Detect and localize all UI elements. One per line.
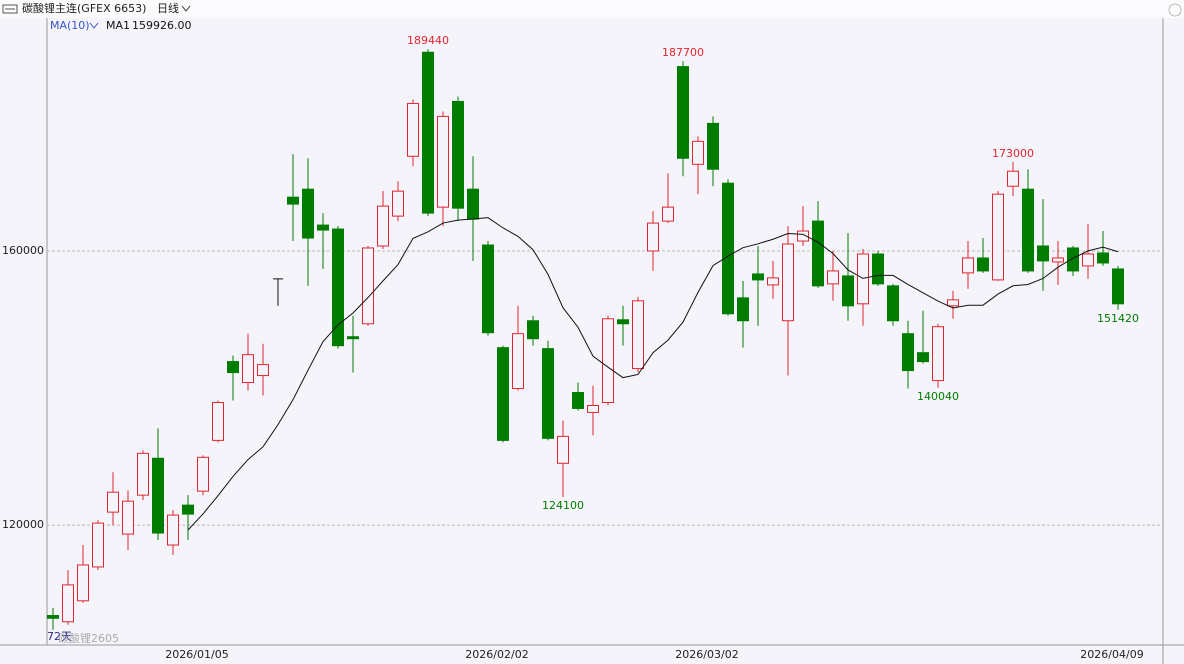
candle-body [527,320,539,340]
candle-body [902,333,914,372]
candle-body [122,500,134,535]
candle-body [362,247,374,325]
candle-body [182,504,194,515]
candle-body [1112,268,1124,305]
candle-body [92,522,104,568]
candle-body [1022,188,1034,272]
candle-body [647,222,659,252]
y-tick-label: 120000 [2,518,44,531]
candle-body [212,401,224,441]
candle-body [1097,252,1109,264]
candle-body [392,190,404,217]
high-label: 173000 [992,147,1034,160]
candle-body [887,285,899,322]
candle-body [317,224,329,231]
watermark: 碳酸锂2605 [58,631,119,645]
candle-body [662,206,674,222]
candle-body [62,584,74,623]
candle-body [1007,170,1019,187]
candle-body [572,391,584,409]
candle-body [857,253,869,305]
candle-body [242,354,254,384]
candle-body [632,300,644,370]
candle-body [257,364,269,377]
y-tick-label: 160000 [2,244,44,257]
candle-body [137,452,149,496]
candle-body [542,348,554,439]
candle-body [452,100,464,209]
low-label: 124100 [542,499,584,512]
candle-body [617,319,629,325]
candle-body [1067,247,1079,272]
candle-body [842,275,854,307]
candle-body [152,457,164,534]
candle-body [107,491,119,513]
candle-body [512,333,524,390]
candle-body [812,220,824,287]
candle-body [707,122,719,170]
chart-title: 碳酸锂主连(GFEX 6653) [22,1,146,15]
ma-line [187,217,1119,531]
candle-body [722,182,734,315]
candle-body [977,257,989,272]
high-label: 187700 [662,46,704,59]
candle-body [782,243,794,322]
candle-body [962,257,974,274]
candle-body [467,188,479,220]
candle-body [752,273,764,281]
candle-body [872,253,884,285]
candle-body [1052,257,1064,263]
candle-body [482,244,494,334]
candle-body [947,299,959,307]
x-tick-label: 2026/03/02 [675,648,738,661]
period-select[interactable]: 日线 [157,1,179,15]
settings-icon[interactable] [1168,3,1182,17]
candle-body [767,277,779,286]
candle-body [167,514,179,546]
candle-body [992,193,1004,281]
x-tick-label: 2026/01/05 [165,648,228,661]
candle-body [932,326,944,382]
ma-title[interactable]: MA(10) [50,19,90,32]
low-label: 140040 [917,390,959,403]
top-bar [0,0,1184,18]
candle-body [827,270,839,285]
candle-body [737,297,749,322]
ma-value: 159926.00 [132,19,192,32]
candle-body [197,456,209,492]
candle-body [797,230,809,242]
candle-body [497,347,509,441]
candle-body [302,188,314,239]
x-tick-label: 2026/02/02 [465,648,528,661]
candle-body [602,318,614,403]
candle-body [47,615,59,619]
candle-body [227,361,239,374]
candle-body [332,228,344,347]
low-label: 151420 [1097,312,1139,325]
candle-body [437,115,449,208]
candle-body [1037,245,1049,262]
candle-body [77,564,89,602]
ma-chevron[interactable] [89,22,99,29]
candle-body [692,140,704,165]
ma-name: MA1 [106,19,130,32]
candle-body [557,435,569,464]
candle-body [377,205,389,247]
high-label: 189440 [407,34,449,47]
candle-body [347,336,359,340]
candle-body [1082,253,1094,267]
count-label: 72天 [47,630,72,643]
candle-body [587,405,599,413]
candle-body [407,102,419,157]
x-tick-label: 2026/04/09 [1080,648,1143,661]
menu-icon[interactable] [2,4,18,14]
candle-body [677,66,689,159]
candle-body [422,51,434,214]
period-chevron[interactable] [181,5,191,12]
candle-body [917,352,929,363]
candle-body [287,196,299,205]
